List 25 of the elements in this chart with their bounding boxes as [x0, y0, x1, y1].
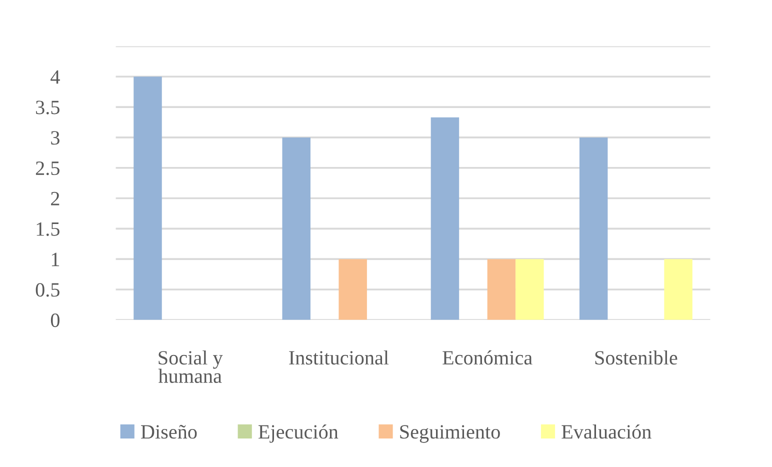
bar [579, 137, 608, 320]
x-tick-label: Económica [442, 350, 532, 365]
x-tick-label: Social y humana [158, 350, 223, 383]
bar [282, 137, 310, 320]
bar [134, 76, 162, 320]
y-tick-label: 0 [50, 313, 60, 328]
bar [487, 259, 516, 320]
x-tick-label: Institucional [289, 350, 389, 365]
legend-label: Seguimiento [400, 425, 500, 443]
bar [516, 259, 544, 320]
y-tick-label: 0.5 [36, 283, 60, 297]
y-tick-label: 1.5 [36, 222, 60, 236]
y-tick-label: 2 [51, 192, 60, 206]
y-tick-label: 1 [52, 252, 60, 266]
y-tick-label: 2.5 [36, 162, 60, 176]
x-tick-label: Sostenible [595, 350, 678, 365]
bar [338, 259, 367, 320]
y-tick-label: 4 [50, 70, 60, 84]
bar [664, 259, 692, 320]
legend-label: Evaluación [562, 424, 652, 439]
y-tick-label: 3 [51, 131, 60, 145]
legend-label: Ejecución [258, 424, 338, 443]
bar [430, 117, 460, 320]
y-tick-label: 3.5 [36, 100, 60, 114]
legend-label: Diseño [141, 424, 197, 439]
